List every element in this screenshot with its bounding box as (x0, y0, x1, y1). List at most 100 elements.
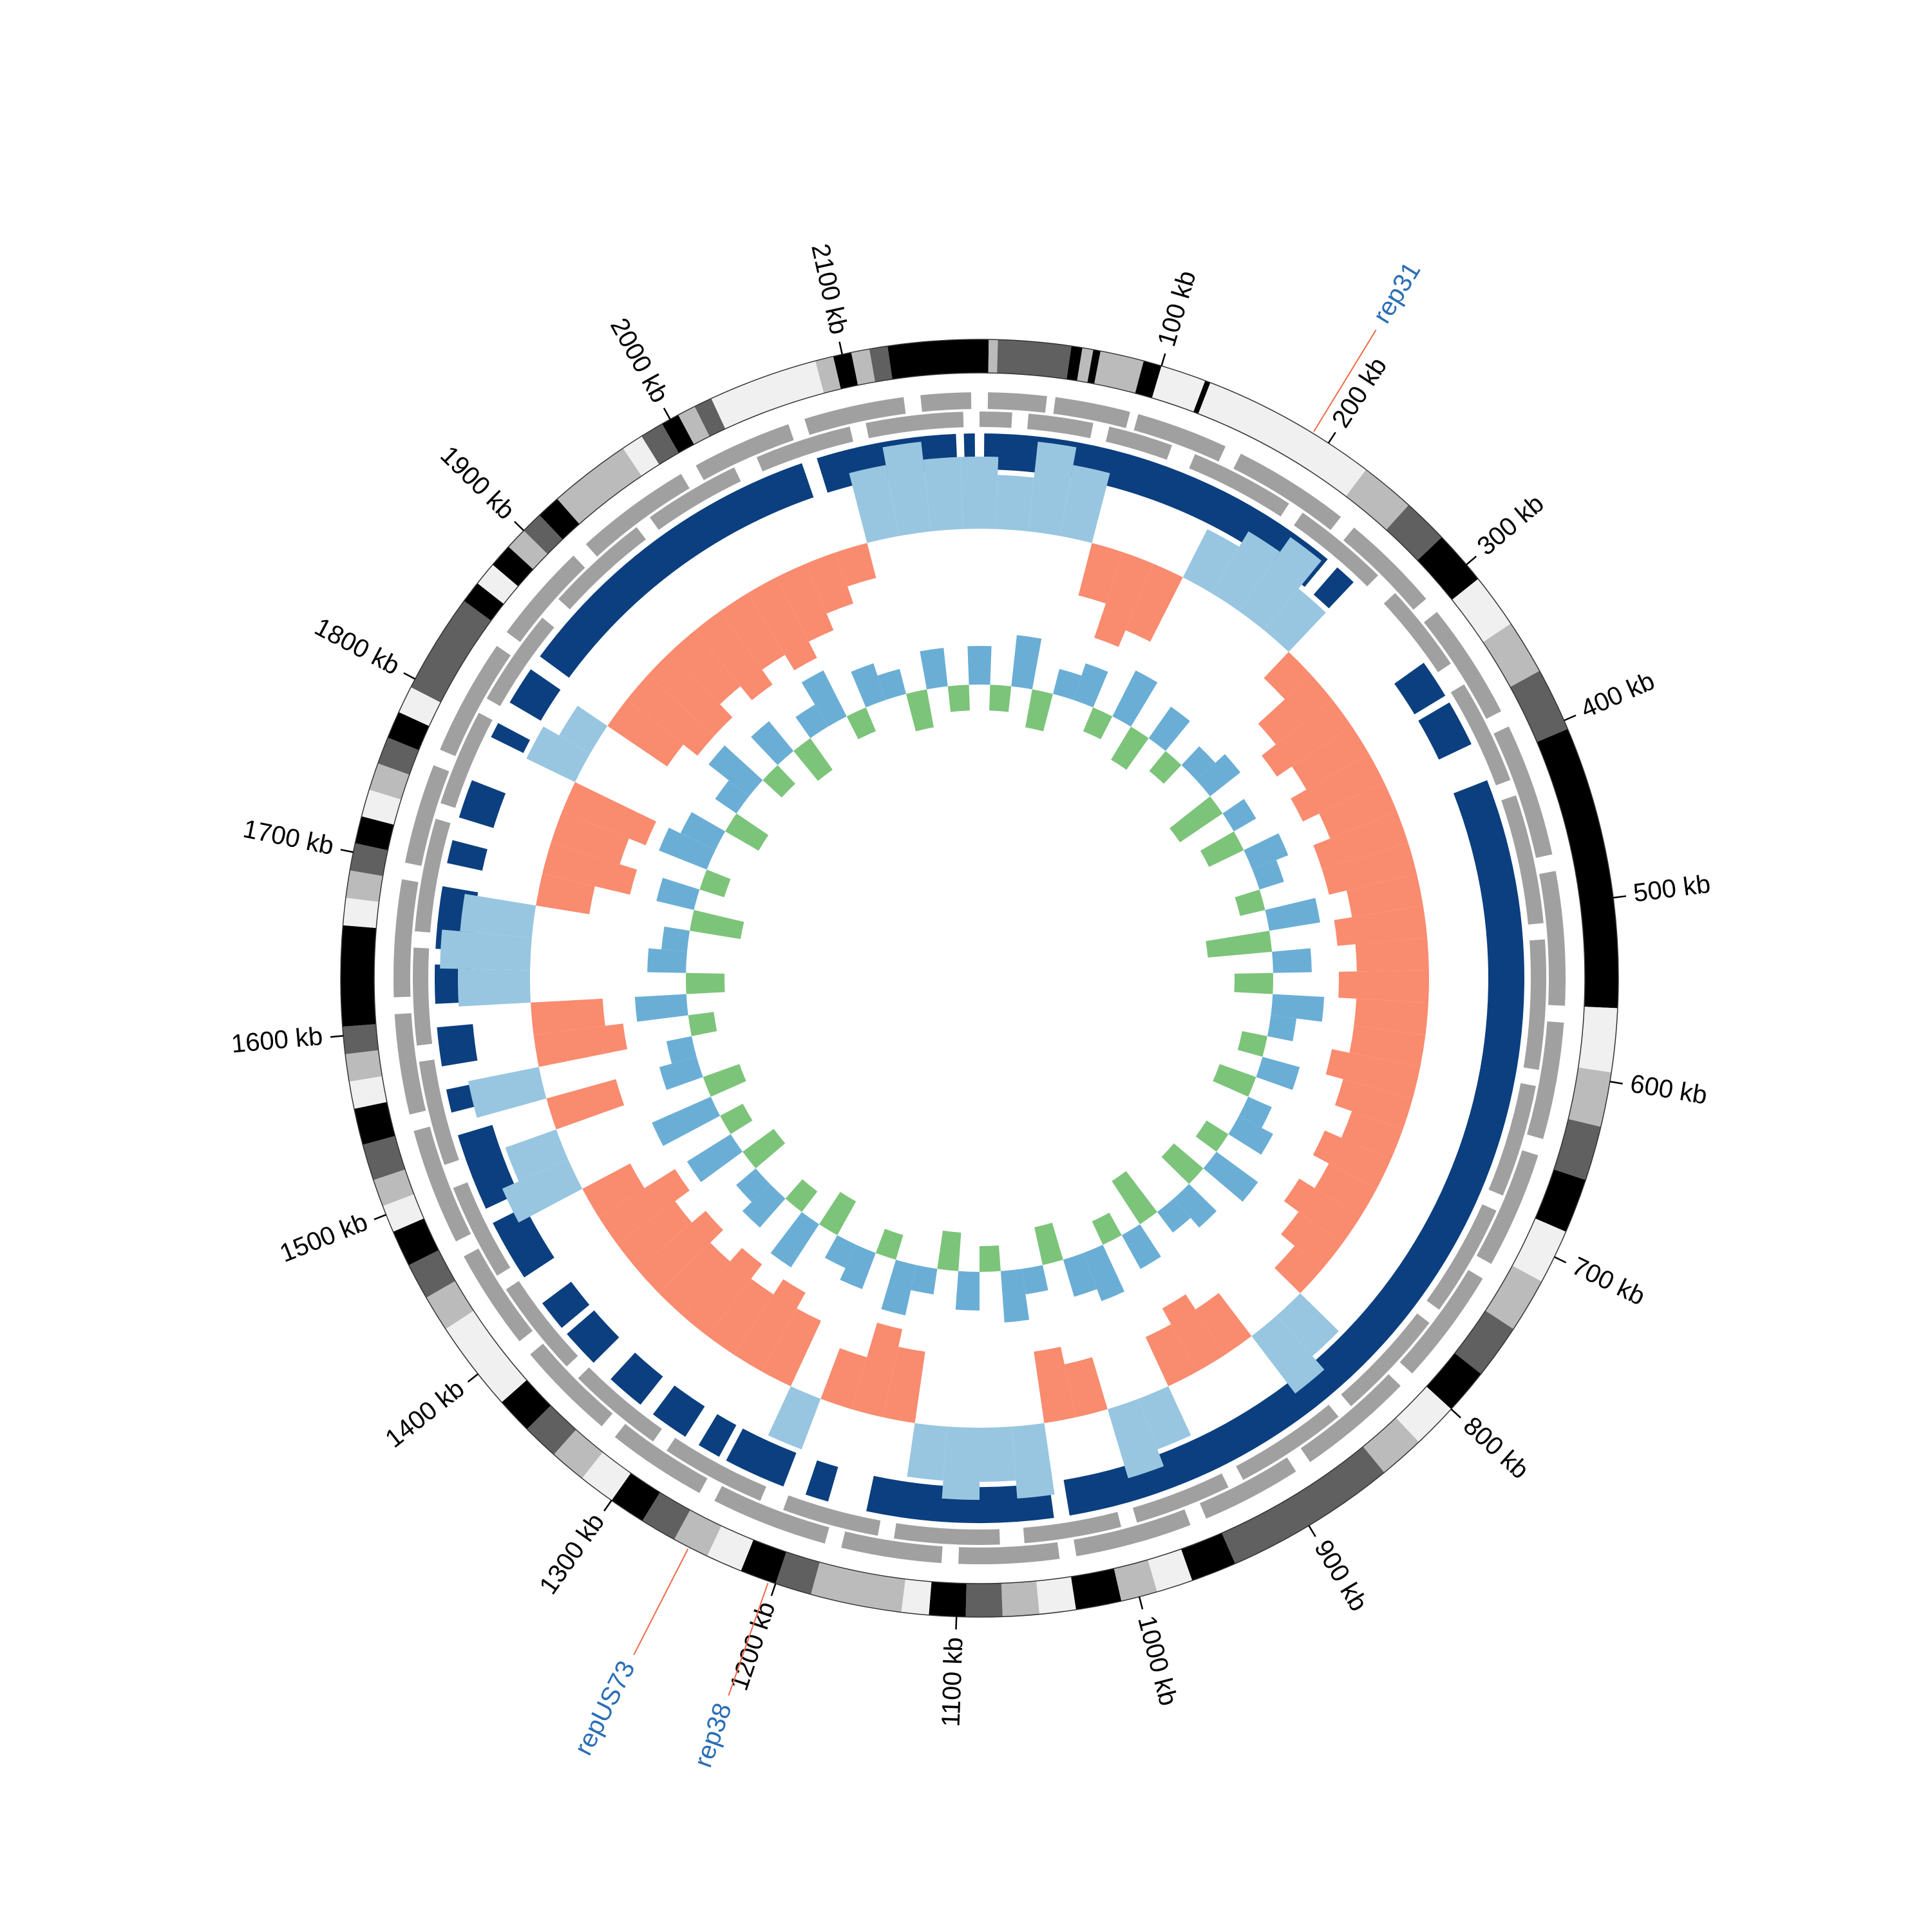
feature (1236, 1405, 1339, 1480)
skew-bar (551, 811, 629, 864)
skew-bar (533, 1023, 627, 1067)
gc-bar (1244, 833, 1289, 870)
skew-bar (1060, 465, 1110, 544)
gc-bar (980, 1245, 1001, 1272)
feature (1383, 592, 1451, 672)
gc-bar (1181, 746, 1216, 781)
skew-bar (1314, 1163, 1377, 1217)
gc-bar (688, 1012, 717, 1036)
band (1537, 728, 1618, 1009)
band (1553, 1119, 1601, 1180)
skew-bar (1334, 1079, 1413, 1130)
feature (1527, 1021, 1564, 1139)
feature (1343, 527, 1426, 610)
skew-bar (647, 652, 733, 736)
feature (841, 1531, 943, 1564)
gc-bar (652, 1096, 721, 1146)
skew-bar (1238, 537, 1321, 630)
feature (1539, 871, 1566, 1006)
tick-mark (1613, 895, 1627, 899)
band (1151, 366, 1206, 412)
feature (920, 392, 972, 412)
band (1198, 383, 1367, 497)
gc-bar (851, 663, 886, 708)
band (674, 1510, 722, 1557)
gc-bar (911, 1265, 938, 1294)
skew-bar (559, 705, 608, 753)
hit (459, 780, 506, 828)
gc-bar (905, 689, 934, 732)
band (1180, 1533, 1235, 1581)
gc-bar (1148, 706, 1190, 752)
gc-bar (1265, 898, 1320, 931)
gc-bar (690, 909, 744, 940)
feature (894, 1523, 1000, 1545)
band (980, 339, 989, 374)
band (1077, 347, 1094, 383)
skew-bar (882, 441, 931, 536)
skew-bar (505, 1129, 569, 1182)
hit (491, 723, 531, 753)
skew-bar (440, 929, 532, 971)
feature (1053, 397, 1130, 428)
gc-bar (1025, 689, 1054, 732)
hit (447, 840, 488, 871)
gc-bar (1083, 707, 1113, 740)
gc-bar (647, 948, 687, 973)
feature (1027, 413, 1094, 439)
band (355, 816, 394, 851)
skew-bar (536, 873, 595, 914)
gc-bar (703, 1064, 746, 1097)
gc-bar (1256, 1056, 1300, 1090)
gc-bar (1034, 1222, 1063, 1265)
skew-bar (1274, 1245, 1322, 1294)
band (557, 448, 642, 524)
band (508, 530, 548, 569)
skew-bar (1292, 726, 1369, 790)
band (502, 1379, 551, 1430)
gc-bar (1195, 1120, 1229, 1152)
band (1036, 1577, 1076, 1615)
skew-bar (1280, 1211, 1343, 1269)
feature (394, 1013, 426, 1115)
gc-bar (661, 926, 690, 952)
band (354, 1102, 395, 1145)
band (965, 1583, 1003, 1617)
band (363, 1135, 406, 1180)
band (492, 546, 533, 587)
feature (440, 645, 511, 757)
feature (1341, 1313, 1430, 1406)
feature (1488, 1083, 1536, 1196)
gc-bar (793, 738, 833, 781)
band (345, 1050, 383, 1082)
band (1113, 1559, 1157, 1602)
band (694, 398, 726, 437)
skew-bar (1321, 842, 1417, 895)
skew-bar (1064, 1357, 1108, 1417)
tick-mark (467, 1373, 479, 1383)
band (1454, 1311, 1514, 1374)
tick-mark (1609, 1081, 1623, 1084)
band (361, 790, 401, 825)
gc-bar (762, 764, 795, 798)
band (662, 415, 694, 453)
tick-mark (1138, 1596, 1144, 1610)
gc-bar (720, 1103, 753, 1135)
skew-bar (1283, 1179, 1361, 1244)
band (1066, 346, 1083, 381)
band (582, 1452, 631, 1501)
skew-bar (1251, 1315, 1325, 1394)
feature (440, 712, 493, 808)
skew-bar (996, 475, 1034, 532)
feature (506, 555, 585, 642)
band (393, 1218, 439, 1265)
skew-bar (1211, 531, 1280, 611)
skew-bar (960, 457, 999, 529)
band (833, 352, 858, 389)
skew-bar (849, 465, 899, 544)
feature (419, 1059, 459, 1166)
band (388, 712, 430, 750)
hit (457, 1124, 519, 1209)
gc-bar (989, 685, 1012, 712)
skew-bar (1195, 1293, 1252, 1355)
